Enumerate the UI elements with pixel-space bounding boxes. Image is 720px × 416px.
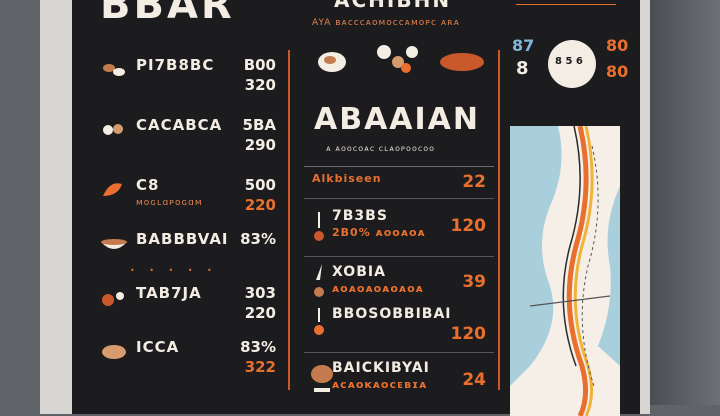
clock-icon: 8 5 6: [548, 40, 596, 88]
item-name: PI7B8BC: [136, 56, 215, 74]
item-price-alt: 220: [244, 196, 276, 214]
bowl-icon: [101, 239, 127, 249]
item-price: 120: [450, 216, 487, 236]
list-item: Alkbiseen 22: [304, 172, 494, 216]
list-item: BAICKIBYAI ᴀᴄᴀᴏᴋᴀᴏᴄᴇʙɪᴀ 24: [304, 360, 494, 404]
dish-icon: [311, 365, 333, 392]
menu-item: CACABCA 5BA 290: [100, 116, 280, 166]
bread-icon: [102, 345, 126, 359]
item-price: 24: [462, 370, 486, 390]
city-map: [510, 126, 620, 416]
section-subtitle: AYA ʙᴀᴄᴄᴄᴀᴏᴍᴏᴄᴄᴀᴍᴏᴘᴄ ᴀʀᴀ: [312, 18, 460, 28]
divider-line: [288, 50, 290, 390]
list-item: 7B3BS 2B0% ᴀᴏᴏᴀᴏᴀ 120: [304, 208, 494, 252]
clock-label: 8 5 6: [555, 56, 583, 67]
item-price: B00: [243, 56, 276, 74]
item-name: 7B3BS: [332, 208, 388, 224]
item-price-alt: 322: [244, 358, 276, 376]
item-name: BABBBVAI: [136, 230, 229, 248]
item-price: 22: [462, 172, 486, 192]
info-number: 8: [516, 58, 529, 79]
item-price: 5BA: [242, 116, 276, 134]
middle-menu-column: ACHIBHN AYA ʙᴀᴄᴄᴄᴀᴏᴍᴏᴄᴄᴀᴍᴏᴘᴄ ᴀʀᴀ ABAAIAN…: [304, 0, 494, 414]
item-price: 83%: [240, 338, 276, 356]
item-name: CACABCA: [136, 116, 223, 134]
menu-item: TAB7JA 303 220: [100, 284, 280, 334]
info-number: 87: [512, 36, 535, 55]
brand-title: BBAR: [100, 0, 235, 28]
item-name: TAB7JA: [136, 284, 202, 302]
leaf-icon: [103, 183, 122, 196]
divider-line: [304, 352, 494, 353]
divider-line: [304, 198, 494, 199]
food-illustrations: [318, 45, 484, 73]
menu-board: BBAR PI7B8BC B00 320 CACABCA 5BA 290: [72, 0, 640, 416]
item-name: XOBIA: [332, 264, 386, 280]
menu-item: ICCA 83% 322: [100, 338, 280, 388]
item-name: BAICKIBYAI: [332, 360, 430, 376]
item-price: 120: [450, 324, 487, 344]
item-price-alt: 290: [244, 136, 276, 154]
menu-item: PI7B8BC B00 320: [100, 56, 280, 106]
item-name: ICCA: [136, 338, 180, 356]
item-subtitle: 2B0% ᴀᴏᴏᴀᴏᴀ: [332, 226, 426, 239]
map-graphic: [510, 126, 620, 416]
section-title: ACHIBHN: [334, 0, 452, 12]
nuts-icon: [103, 64, 125, 76]
item-name: BBOSOBBIBAI: [332, 306, 452, 322]
featured-tagline: ᴀ ᴀᴏᴏᴄᴏᴀᴄ ᴄʟᴀᴏᴘᴏᴏᴄᴏᴏ: [326, 144, 436, 153]
info-number: 80: [606, 36, 629, 55]
pastry-icon: [103, 124, 123, 135]
item-price-alt: 220: [244, 304, 276, 322]
knife-icon: [314, 264, 324, 297]
item-price-alt: 320: [244, 76, 276, 94]
fork-icon: [314, 308, 324, 335]
list-item: BBOSOBBIBAI 120: [304, 306, 494, 350]
item-name: Alkbiseen: [312, 172, 382, 185]
divider-line: [498, 50, 500, 390]
snack-icon: [102, 292, 124, 306]
item-subtitle: ᴀᴏᴀᴏᴀᴏᴀᴏᴀᴏᴀ: [332, 282, 424, 295]
divider-line: [516, 4, 616, 5]
item-price: 83%: [240, 230, 276, 248]
item-price: 39: [462, 272, 486, 292]
background-wall: [650, 0, 720, 405]
right-info-column: 87 8 8 5 6 80 80: [510, 0, 630, 416]
decorative-dots: • • • • •: [130, 266, 218, 275]
item-subtitle: ᴀᴄᴀᴏᴋᴀᴏᴄᴇʙɪᴀ: [332, 378, 428, 391]
menu-item: BABBBVAI 83% • • • • •: [100, 230, 280, 280]
item-price: 500: [244, 176, 276, 194]
item-subtitle: ᴍᴏɢʟɑᴘᴏɢɑᴍ: [136, 198, 203, 208]
info-number: 80: [606, 62, 629, 81]
list-item: XOBIA ᴀᴏᴀᴏᴀᴏᴀᴏᴀᴏᴀ 39: [304, 264, 494, 308]
divider-line: [304, 166, 494, 167]
menu-item: C8 ᴍᴏɢʟɑᴘᴏɢɑᴍ 500 220: [100, 176, 280, 226]
left-menu-column: BBAR PI7B8BC B00 320 CACABCA 5BA 290: [72, 0, 284, 414]
utensil-icon: [314, 212, 324, 241]
divider-line: [304, 256, 494, 257]
item-name: C8: [136, 176, 160, 194]
item-price: 303: [244, 284, 276, 302]
featured-title: ABAAIAN: [314, 102, 481, 137]
